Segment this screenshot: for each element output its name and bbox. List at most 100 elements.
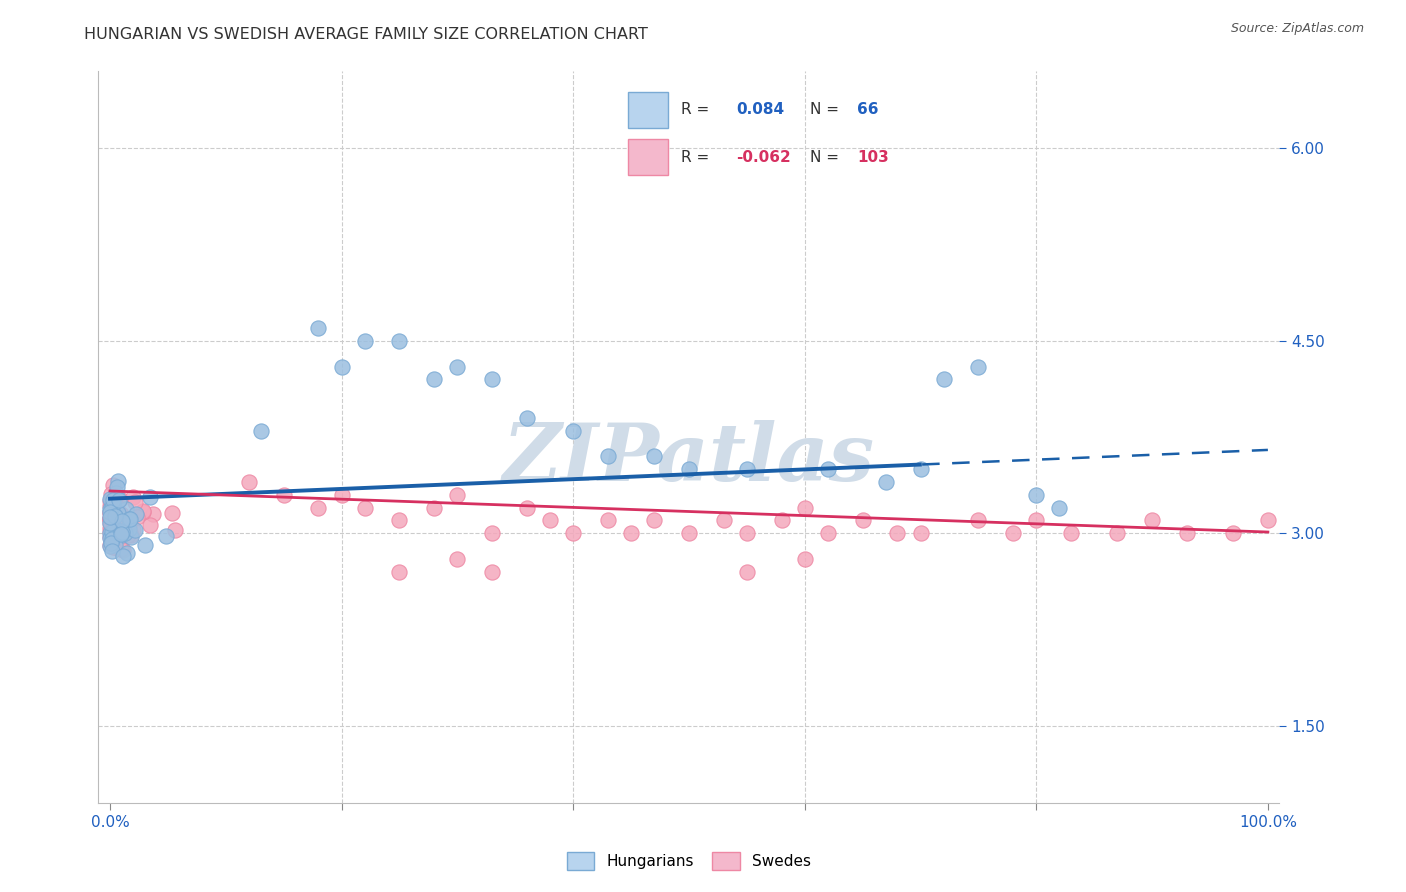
Point	[678, 462, 700, 476]
Point	[98, 516, 121, 531]
Point	[307, 500, 329, 515]
Point	[108, 491, 131, 506]
Point	[273, 488, 295, 502]
Point	[423, 372, 446, 386]
Point	[98, 502, 121, 516]
Point	[132, 504, 155, 518]
Point	[101, 493, 124, 508]
Point	[100, 530, 122, 544]
Point	[910, 526, 932, 541]
Point	[105, 480, 128, 494]
Point	[98, 510, 121, 524]
Point	[103, 502, 125, 516]
Point	[100, 503, 122, 517]
Text: R =: R =	[681, 150, 709, 164]
Point	[1002, 526, 1025, 541]
Point	[112, 549, 135, 563]
Point	[817, 462, 839, 476]
Point	[110, 507, 132, 521]
Point	[770, 514, 793, 528]
Point	[103, 515, 125, 529]
Bar	[628, 139, 668, 175]
Point	[111, 527, 134, 541]
Point	[238, 475, 260, 489]
Point	[105, 528, 128, 542]
Text: 0.084: 0.084	[737, 103, 785, 118]
Point	[388, 565, 411, 579]
Point	[134, 538, 156, 552]
Point	[104, 486, 127, 500]
Point	[98, 510, 121, 524]
Point	[596, 514, 619, 528]
Point	[98, 494, 121, 508]
Point	[124, 494, 146, 508]
Point	[101, 521, 124, 535]
Text: N =: N =	[810, 150, 839, 164]
Point	[165, 523, 187, 537]
Legend: Hungarians, Swedes: Hungarians, Swedes	[561, 846, 817, 876]
Point	[562, 424, 585, 438]
Point	[735, 565, 758, 579]
Point	[98, 512, 121, 526]
Point	[932, 372, 955, 386]
Point	[110, 525, 132, 540]
Point	[100, 509, 122, 524]
Point	[353, 500, 375, 515]
Point	[142, 507, 165, 521]
Text: 103: 103	[856, 150, 889, 164]
Point	[98, 521, 121, 535]
Text: R =: R =	[681, 103, 709, 118]
Point	[330, 488, 353, 502]
Point	[104, 491, 127, 505]
Point	[103, 541, 125, 555]
Point	[100, 534, 122, 549]
Point	[446, 552, 468, 566]
Point	[98, 507, 121, 521]
Point	[115, 524, 138, 539]
Point	[105, 519, 128, 533]
Point	[1222, 526, 1244, 541]
Point	[481, 526, 503, 541]
Point	[101, 532, 124, 546]
Point	[107, 524, 129, 538]
Point	[735, 462, 758, 476]
Point	[875, 475, 897, 489]
Text: 66: 66	[856, 103, 879, 118]
Point	[110, 524, 132, 538]
Point	[139, 490, 162, 504]
Point	[98, 512, 121, 526]
Point	[105, 523, 128, 537]
Point	[852, 514, 875, 528]
Point	[562, 526, 585, 541]
Point	[124, 524, 146, 538]
Text: Source: ZipAtlas.com: Source: ZipAtlas.com	[1230, 22, 1364, 36]
Point	[111, 543, 134, 558]
Point	[117, 528, 139, 542]
Point	[132, 505, 155, 519]
Point	[108, 491, 131, 506]
Point	[249, 424, 271, 438]
Point	[967, 359, 990, 374]
Point	[643, 514, 665, 528]
Point	[107, 507, 129, 521]
Point	[117, 522, 139, 536]
Point	[793, 552, 815, 566]
Point	[104, 538, 127, 552]
Point	[713, 514, 735, 528]
Point	[111, 524, 134, 539]
Point	[115, 546, 138, 560]
Point	[481, 372, 503, 386]
Point	[103, 498, 125, 512]
Point	[735, 526, 758, 541]
Text: N =: N =	[810, 103, 839, 118]
Point	[100, 518, 122, 533]
Point	[120, 529, 142, 543]
Point	[388, 334, 411, 348]
Point	[967, 514, 990, 528]
Point	[100, 505, 122, 519]
Point	[98, 525, 121, 540]
Point	[1049, 500, 1071, 515]
Point	[620, 526, 643, 541]
Point	[114, 502, 136, 516]
Point	[643, 450, 665, 464]
